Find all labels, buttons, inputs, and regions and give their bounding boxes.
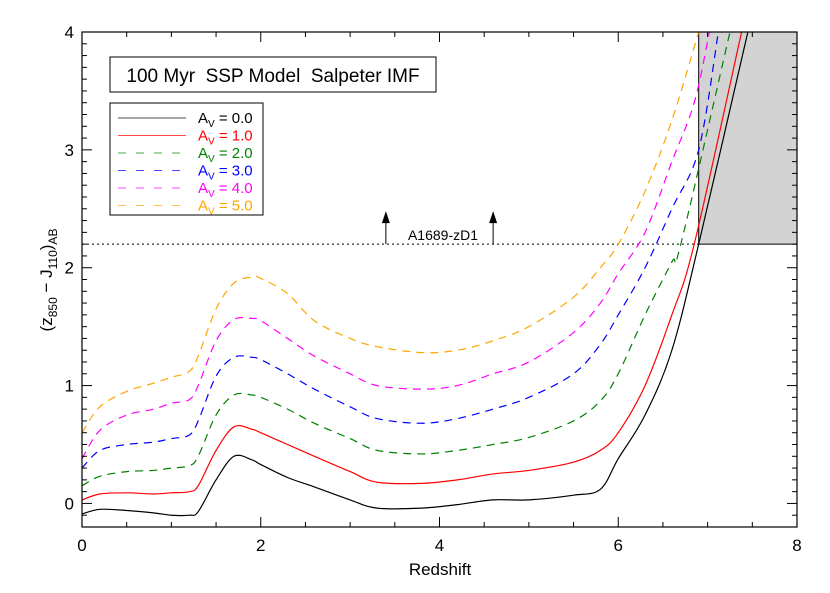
plot-layer: 0 2 4 6 8 0 1 2 3 4 <box>65 23 802 555</box>
legend-label-3: AV = 3.0 <box>198 163 253 183</box>
legend-label-main: A <box>198 163 208 180</box>
series-line-1 <box>82 32 743 501</box>
legend <box>109 102 264 216</box>
legend-label-value: = 0.0 <box>215 110 253 127</box>
y-label-close: ) <box>37 245 56 251</box>
legend-label-sub: V <box>208 172 215 183</box>
excluded-region <box>698 31 798 245</box>
legend-label-main: A <box>198 198 208 215</box>
y-label-open: (z <box>37 317 56 331</box>
y-label-sub3: AB <box>46 229 60 245</box>
legend-label-1: AV = 1.0 <box>198 128 253 148</box>
series-line-3 <box>82 32 719 469</box>
y-tick-label: 3 <box>65 141 74 160</box>
y-tick-label: 4 <box>65 23 74 42</box>
legend-label-5: AV = 5.0 <box>198 198 253 218</box>
x-tick-label: 0 <box>77 536 86 555</box>
y-label-sub2: 110 <box>46 250 60 269</box>
legend-label-4: AV = 4.0 <box>198 180 253 200</box>
x-tick-label: 8 <box>792 536 801 555</box>
legend-label-sub: V <box>208 189 215 200</box>
legend-label-sub: V <box>208 119 215 130</box>
series-line-5 <box>82 32 700 434</box>
series-line-0 <box>82 32 749 517</box>
legend-label-sub: V <box>208 154 215 165</box>
legend-label-sub: V <box>208 137 215 148</box>
threshold-label: A1689-zD1 <box>408 227 478 243</box>
legend-items: AV = 0.0AV = 1.0AV = 2.0AV = 3.0AV = 4.0… <box>118 110 253 218</box>
x-tick-label: 2 <box>256 536 265 555</box>
legend-label-sub: V <box>208 207 215 218</box>
arrow-head-0 <box>381 211 390 224</box>
x-axis-label: Redshift <box>409 560 472 579</box>
series-line-4 <box>82 32 710 459</box>
legend-label-main: A <box>198 145 208 162</box>
legend-label-value: = 2.0 <box>215 145 253 162</box>
title-box <box>109 56 437 93</box>
series-line-2 <box>82 32 731 487</box>
y-label-sub1: 850 <box>46 297 60 317</box>
legend-label-value: = 4.0 <box>215 180 253 197</box>
legend-label-value: = 3.0 <box>215 163 253 180</box>
x-tick-label: 4 <box>435 536 444 555</box>
y-tick-label: 2 <box>65 259 74 278</box>
x-tick-label: 6 <box>614 536 623 555</box>
y-label-mid: − J <box>37 269 56 297</box>
legend-label-main: A <box>198 128 208 145</box>
legend-label-value: = 1.0 <box>215 128 253 145</box>
chart-title: 100 Myr SSP Model Salpeter IMF <box>126 66 419 87</box>
y-tick-label: 0 <box>65 494 74 513</box>
legend-label-main: A <box>198 110 208 127</box>
legend-label-0: AV = 0.0 <box>198 110 253 130</box>
legend-label-main: A <box>198 180 208 197</box>
y-tick-label: 1 <box>65 377 74 396</box>
y-axis-label: (z850 − J110)AB <box>37 229 60 332</box>
arrow-head-1 <box>489 211 498 224</box>
legend-label-2: AV = 2.0 <box>198 145 253 165</box>
legend-label-value: = 5.0 <box>215 198 253 215</box>
